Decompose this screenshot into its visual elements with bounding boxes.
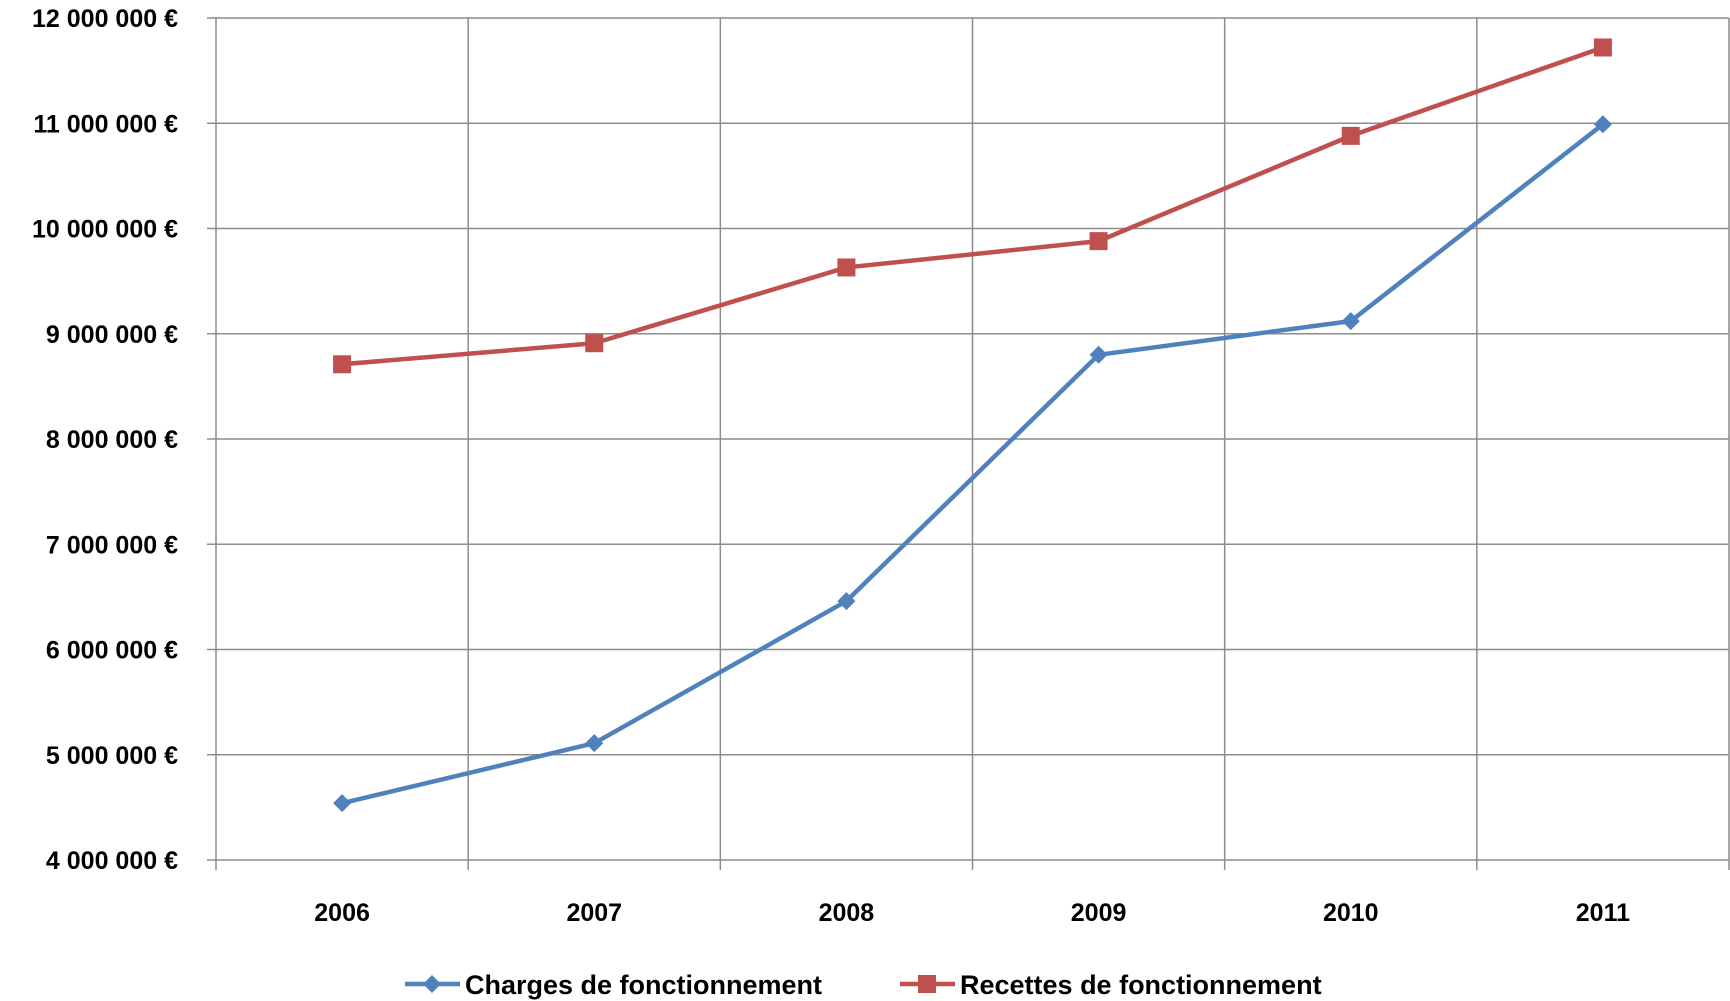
square-marker bbox=[837, 258, 856, 277]
series-1 bbox=[333, 115, 1612, 813]
axes bbox=[207, 17, 1730, 870]
x-tick-label: 2011 bbox=[1576, 899, 1630, 927]
x-axis-tick-labels: 2006 2007 2008 2009 2010 2011 bbox=[314, 899, 1630, 927]
diamond-marker bbox=[1341, 312, 1360, 331]
series-layer bbox=[333, 38, 1612, 813]
square-marker bbox=[1341, 126, 1360, 145]
diamond-marker bbox=[1089, 345, 1108, 364]
series-line bbox=[341, 122, 1605, 806]
y-tick-label: 4 000 000 € bbox=[46, 847, 178, 875]
y-tick-label: 12 000 000 € bbox=[32, 5, 178, 33]
x-tick-label: 2010 bbox=[1323, 899, 1379, 927]
series-2 bbox=[333, 38, 1612, 374]
square-marker bbox=[1089, 232, 1108, 251]
square-marker bbox=[1593, 38, 1612, 57]
legend-marker bbox=[918, 975, 936, 993]
diamond-marker bbox=[585, 734, 604, 753]
y-axis-tick-labels: 12 000 000 € 11 000 000 € 10 000 000 € 9 00… bbox=[32, 5, 178, 875]
x-tick-label: 2008 bbox=[819, 899, 875, 927]
y-tick-label: 10 000 000 € bbox=[32, 216, 178, 244]
diamond-marker bbox=[333, 794, 352, 813]
legend-label: Charges de fonctionnement bbox=[465, 970, 822, 1000]
x-tick-label: 2006 bbox=[314, 899, 370, 927]
diamond-marker bbox=[1593, 115, 1612, 134]
series-line bbox=[341, 45, 1604, 367]
y-tick-label: 6 000 000 € bbox=[46, 637, 178, 665]
diamond-marker bbox=[837, 592, 856, 611]
legend-item-2: Recettes de fonctionnement bbox=[900, 970, 1322, 1000]
square-marker bbox=[333, 355, 352, 374]
x-tick-label: 2009 bbox=[1071, 899, 1127, 927]
grid-lines bbox=[216, 17, 1730, 860]
legend-label: Recettes de fonctionnement bbox=[960, 970, 1322, 1000]
square-marker bbox=[585, 334, 604, 353]
y-tick-label: 11 000 000 € bbox=[33, 110, 178, 138]
legend: Charges de fonctionnement Recettes de fon… bbox=[405, 970, 1322, 1000]
legend-item-1: Charges de fonctionnement bbox=[405, 970, 822, 1000]
y-tick-label: 8 000 000 € bbox=[46, 426, 178, 454]
y-tick-label: 9 000 000 € bbox=[46, 321, 178, 349]
legend-marker bbox=[423, 975, 441, 993]
y-tick-label: 5 000 000 € bbox=[46, 742, 178, 770]
y-tick-label: 7 000 000 € bbox=[46, 531, 178, 559]
x-tick-label: 2007 bbox=[566, 899, 622, 927]
